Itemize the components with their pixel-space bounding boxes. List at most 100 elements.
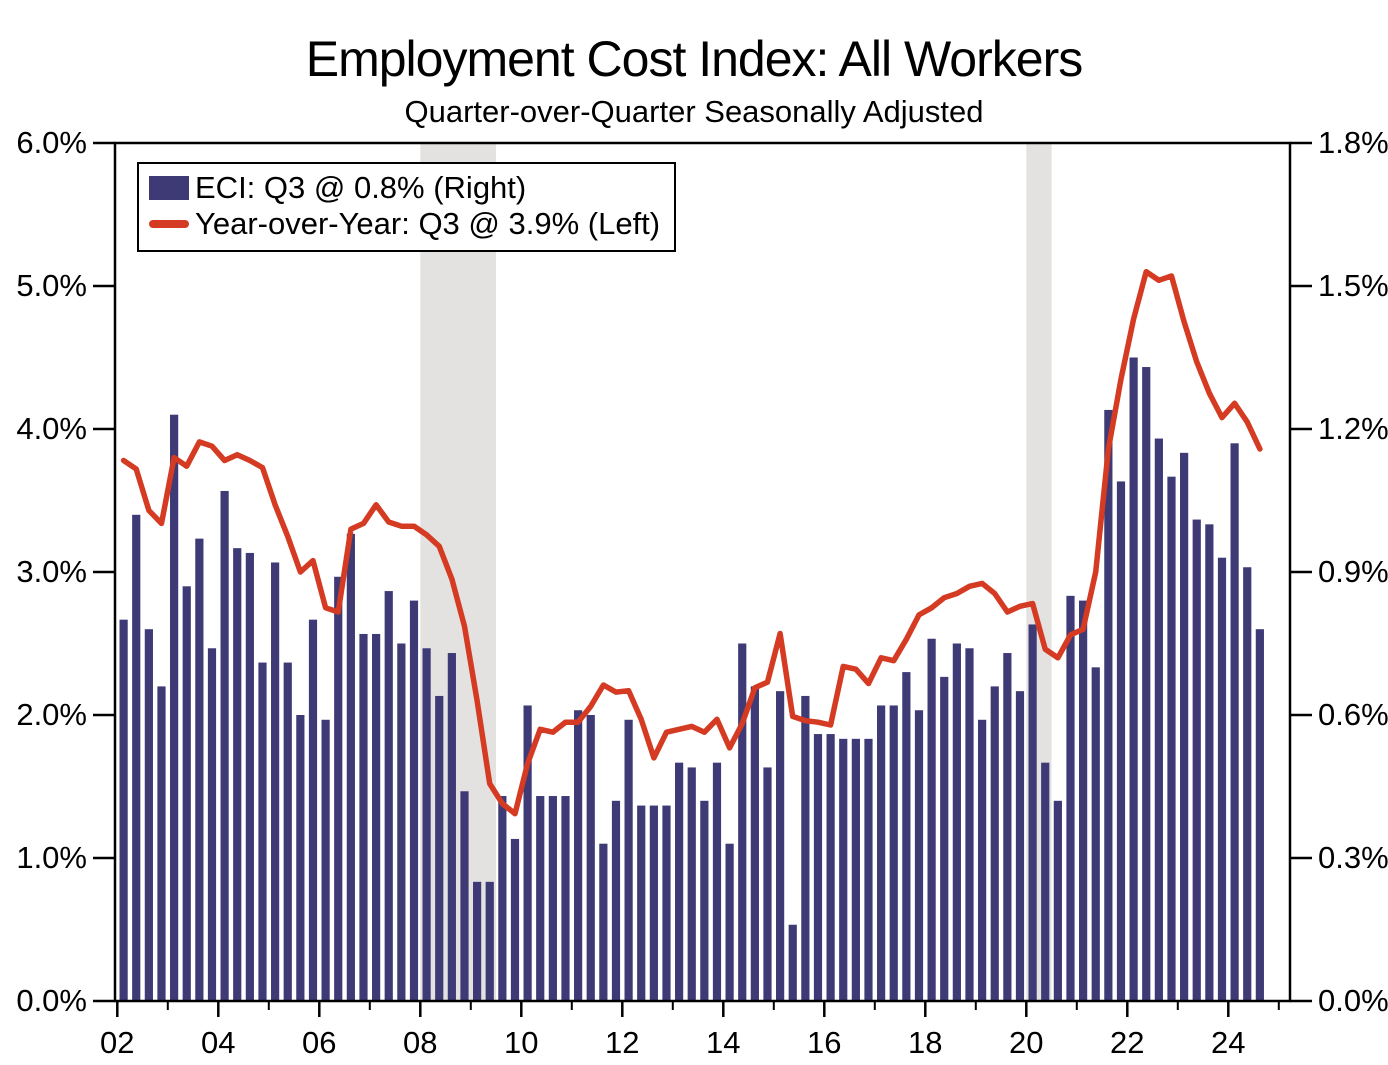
eci-bar <box>510 838 520 1001</box>
eci-bar <box>1142 367 1151 1001</box>
eci-bar <box>1015 691 1025 1001</box>
eci-bar <box>813 734 823 1001</box>
eci-bar <box>965 648 974 1001</box>
eci-bar <box>473 881 482 1001</box>
left-axis-label: 6.0% <box>16 125 87 160</box>
eci-bar <box>1028 624 1037 1001</box>
eci-bar <box>422 648 431 1001</box>
legend-box: ECI: Q3 @ 0.8% (Right) Year-over-Year: Q… <box>137 162 677 252</box>
x-axis-label: 16 <box>807 1025 841 1060</box>
eci-bar <box>233 548 242 1001</box>
eci-bar <box>1217 557 1227 1001</box>
eci-bar <box>1129 357 1138 1001</box>
eci-bar <box>409 600 419 1001</box>
eci-bar <box>990 686 999 1001</box>
eci-bar <box>548 796 557 1001</box>
eci-bar <box>1116 481 1126 1001</box>
eci-bar <box>839 738 848 1001</box>
eci-bar <box>170 414 179 1001</box>
eci-bar <box>624 719 633 1001</box>
eci-bar <box>220 490 229 1001</box>
eci-bar <box>498 796 507 1001</box>
eci-bar <box>978 719 987 1001</box>
eci-bar <box>750 686 759 1001</box>
x-axis-label: 20 <box>1009 1025 1043 1060</box>
eci-bar <box>321 719 330 1001</box>
x-axis-label: 24 <box>1211 1025 1245 1060</box>
x-axis-label: 12 <box>605 1025 639 1060</box>
yoy-line <box>120 268 1263 817</box>
eci-bar <box>1255 629 1264 1001</box>
eci-bar <box>157 686 166 1001</box>
eci-bar <box>523 705 532 1001</box>
eci-bar <box>271 562 280 1001</box>
eci-bar <box>700 800 709 1001</box>
eci-bar <box>611 800 621 1001</box>
eci-bar <box>952 643 961 1001</box>
x-axis-label: 18 <box>908 1025 942 1060</box>
eci-bar <box>586 715 595 1001</box>
eci-bar <box>1066 595 1075 1001</box>
eci-bar <box>119 619 128 1001</box>
eci-bar <box>460 791 469 1001</box>
eci-bar <box>1167 476 1176 1002</box>
eci-bar <box>851 738 860 1001</box>
eci-bar <box>435 695 444 1001</box>
x-axis-label: 22 <box>1110 1025 1144 1060</box>
right-axis-label: 0.6% <box>1318 697 1388 732</box>
eci-bar <box>1154 438 1163 1001</box>
chart-title: Employment Cost Index: All Workers <box>305 31 1083 87</box>
eci-bar <box>447 653 456 1001</box>
eci-bar <box>1003 653 1012 1001</box>
eci-bar <box>725 843 734 1001</box>
eci-bar <box>283 662 292 1001</box>
left-axis-label: 5.0% <box>16 268 87 303</box>
eci-legend-label: ECI: Q3 @ 0.8% (Right) <box>195 170 527 205</box>
right-axis-label: 1.8% <box>1318 125 1388 160</box>
left-axis-label: 3.0% <box>16 554 87 589</box>
eci-bar <box>334 576 343 1001</box>
eci-bar <box>687 767 696 1001</box>
eci-bar <box>889 705 898 1001</box>
eci-bar <box>927 638 936 1001</box>
eci-bar <box>712 762 722 1001</box>
eci-bar <box>1243 567 1252 1001</box>
legend-item-yoy: Year-over-Year: Q3 @ 3.9% (Left) <box>149 206 660 242</box>
eci-bar <box>296 715 305 1001</box>
eci-bar <box>826 734 835 1001</box>
x-axis-label: 02 <box>100 1025 134 1060</box>
eci-bar <box>561 796 570 1001</box>
x-axis-label: 08 <box>403 1025 437 1060</box>
eci-bar <box>397 643 406 1001</box>
eci-bar <box>788 924 797 1001</box>
eci-bar <box>132 514 141 1001</box>
eci-bar <box>1104 409 1113 1001</box>
eci-bar <box>738 643 747 1001</box>
eci-bar <box>801 695 810 1001</box>
right-axis-label: 0.9% <box>1318 554 1388 589</box>
eci-bar <box>207 648 217 1001</box>
eci-bar <box>359 633 368 1001</box>
left-axis-label: 2.0% <box>16 697 87 732</box>
eci-bar <box>308 619 318 1001</box>
eci-bar <box>1091 667 1100 1001</box>
eci-bar <box>1230 443 1239 1001</box>
right-axis-label: 0.3% <box>1318 840 1388 875</box>
chart-subtitle: Quarter-over-Quarter Seasonally Adjusted <box>404 94 984 129</box>
legend-item-eci: ECI: Q3 @ 0.8% (Right) <box>149 170 660 206</box>
eci-bar <box>1079 600 1088 1001</box>
eci-bar <box>485 881 494 1001</box>
eci-bar <box>940 676 949 1001</box>
x-axis-label: 04 <box>201 1025 235 1060</box>
eci-bar <box>182 586 191 1001</box>
right-axis-label: 1.5% <box>1318 268 1388 303</box>
x-axis-label: 06 <box>302 1025 336 1060</box>
eci-bar <box>1041 762 1050 1001</box>
yoy-legend-label: Year-over-Year: Q3 @ 3.9% (Left) <box>195 206 661 241</box>
eci-bar <box>864 738 873 1001</box>
eci-bar <box>144 629 153 1001</box>
eci-bar <box>776 691 785 1001</box>
eci-bar <box>637 805 646 1001</box>
eci-bar <box>877 705 886 1001</box>
